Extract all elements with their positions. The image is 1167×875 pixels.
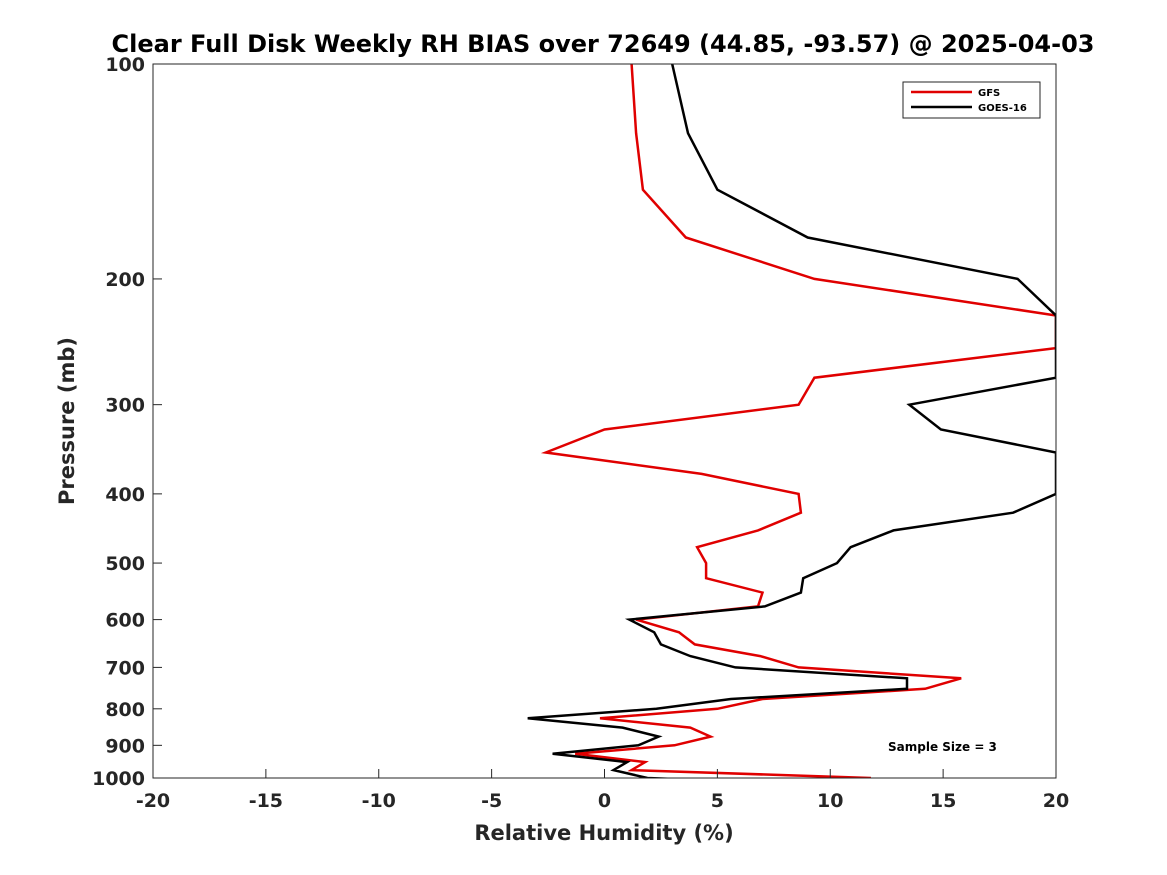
x-tick-label: 0 bbox=[598, 790, 611, 812]
x-axis-label: Relative Humidity (%) bbox=[474, 821, 733, 845]
legend: GFS GOES-16 bbox=[902, 81, 1041, 119]
y-tick-label: 1000 bbox=[92, 768, 145, 790]
y-tick-label: 100 bbox=[105, 54, 145, 76]
x-tick-label: -5 bbox=[481, 790, 502, 812]
y-tick-label: 800 bbox=[105, 699, 145, 721]
x-tick-label: 15 bbox=[930, 790, 956, 812]
x-tick-label: 5 bbox=[711, 790, 724, 812]
plot-frame bbox=[152, 63, 1057, 779]
legend-entry-goes16: GOES-16 bbox=[978, 103, 1027, 114]
x-tick-label: -10 bbox=[362, 790, 396, 812]
x-tick-label: 10 bbox=[817, 790, 843, 812]
x-axis-ticks: -20 -15 -10 -5 0 5 10 15 20 bbox=[136, 769, 1069, 812]
y-tick-label: 200 bbox=[105, 269, 145, 291]
series-line-goes16 bbox=[527, 64, 1056, 778]
x-tick-label: -15 bbox=[249, 790, 283, 812]
y-tick-label: 900 bbox=[105, 735, 145, 757]
y-tick-label: 600 bbox=[105, 610, 145, 632]
y-axis-label: Pressure (mb) bbox=[55, 337, 79, 505]
legend-entry-gfs: GFS bbox=[978, 88, 1000, 99]
legend-box bbox=[902, 81, 1041, 119]
y-tick-label: 700 bbox=[105, 657, 145, 679]
y-tick-label: 500 bbox=[105, 553, 145, 575]
series-line-gfs bbox=[540, 64, 1056, 778]
y-tick-label: 300 bbox=[105, 395, 145, 417]
x-tick-label: -20 bbox=[136, 790, 170, 812]
y-axis-ticks: 100 200 300 400 500 600 700 800 900 1000 bbox=[92, 54, 162, 790]
y-tick-label: 400 bbox=[105, 484, 145, 506]
chart-title: Clear Full Disk Weekly RH BIAS over 7264… bbox=[112, 30, 1095, 58]
series-layer bbox=[527, 64, 1056, 778]
x-tick-label: 20 bbox=[1043, 790, 1069, 812]
sample-size-annotation: Sample Size = 3 bbox=[888, 740, 997, 754]
